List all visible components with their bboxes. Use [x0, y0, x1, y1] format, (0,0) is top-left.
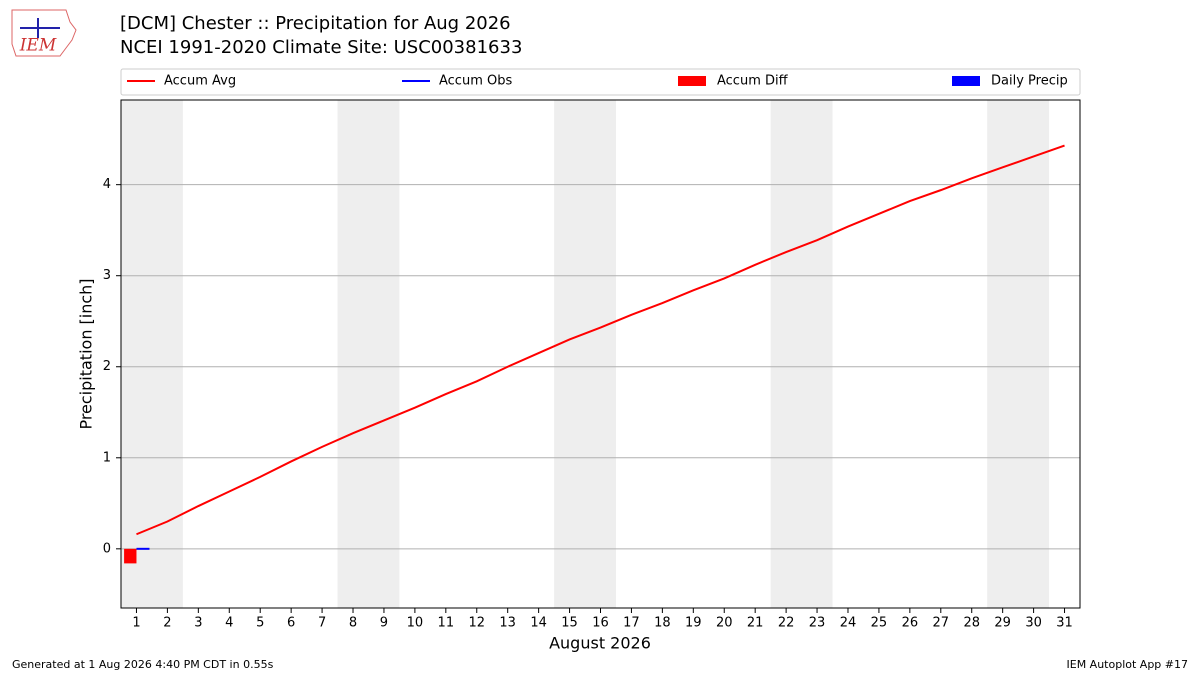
chart-title: [DCM] Chester :: Precipitation for Aug 2… — [120, 13, 511, 34]
x-tick-label: 1 — [132, 616, 140, 631]
y-tick-label: 2 — [103, 359, 111, 374]
series-line — [136, 144, 1065, 536]
y-axis-label: Precipitation [inch] — [77, 278, 96, 429]
chart-subtitle: NCEI 1991-2020 Climate Site: USC00381633 — [120, 37, 522, 58]
x-tick-label: 23 — [809, 616, 826, 631]
x-tick-label: 15 — [561, 616, 578, 631]
x-tick-label: 2 — [163, 616, 171, 631]
y-tick-label: 0 — [103, 541, 111, 556]
legend-label: Accum Avg — [164, 74, 236, 89]
x-tick-label: 3 — [194, 616, 202, 631]
x-tick-label: 28 — [963, 616, 980, 631]
x-tick-label: 13 — [499, 616, 516, 631]
legend-handle — [952, 76, 980, 86]
weekend-shade — [121, 100, 183, 608]
x-axis-label: August 2026 — [549, 634, 651, 653]
x-tick-label: 18 — [654, 616, 671, 631]
legend — [120, 68, 1081, 96]
bar — [124, 548, 137, 564]
legend-label: Accum Obs — [439, 74, 512, 89]
x-tick-label: 30 — [1025, 616, 1042, 631]
x-tick-label: 11 — [438, 616, 455, 631]
x-tick-label: 20 — [716, 616, 733, 631]
legend-handle — [678, 76, 706, 86]
plot-frame — [120, 99, 1081, 609]
y-tick-label: 4 — [103, 177, 111, 192]
y-tick-label: 3 — [103, 268, 111, 283]
x-tick-label: 8 — [349, 616, 357, 631]
x-tick-label: 17 — [623, 616, 640, 631]
x-tick-label: 7 — [318, 616, 326, 631]
weekend-shade — [770, 100, 833, 608]
x-tick-label: 6 — [287, 616, 295, 631]
x-tick-label: 14 — [530, 616, 547, 631]
x-tick-label: 21 — [747, 616, 764, 631]
x-tick-label: 5 — [256, 616, 264, 631]
x-tick-label: 12 — [468, 616, 485, 631]
x-tick-label: 29 — [994, 616, 1011, 631]
x-tick-label: 19 — [685, 616, 702, 631]
x-tick-label: 10 — [407, 616, 424, 631]
x-tick-label: 31 — [1056, 616, 1073, 631]
x-tick-label: 25 — [871, 616, 888, 631]
logo: IEM — [11, 9, 77, 57]
weekend-shade — [554, 100, 616, 608]
x-tick-label: 27 — [933, 616, 950, 631]
x-tick-label: 26 — [902, 616, 919, 631]
x-tick-label: 4 — [225, 616, 233, 631]
x-tick-label: 24 — [840, 616, 857, 631]
legend-label: Accum Diff — [717, 74, 789, 89]
x-tick-label: 16 — [592, 616, 609, 631]
weekend-shade — [337, 100, 400, 608]
footer-right: IEM Autoplot App #17 — [1067, 658, 1189, 671]
x-tick-label: 22 — [778, 616, 795, 631]
footer-left: Generated at 1 Aug 2026 4:40 PM CDT in 0… — [12, 658, 274, 671]
x-tick-label: 9 — [380, 616, 388, 631]
logo-text: IEM — [19, 36, 57, 56]
weekend-shade — [987, 100, 1050, 608]
legend-label: Daily Precip — [991, 74, 1068, 89]
y-tick-label: 1 — [103, 450, 111, 465]
